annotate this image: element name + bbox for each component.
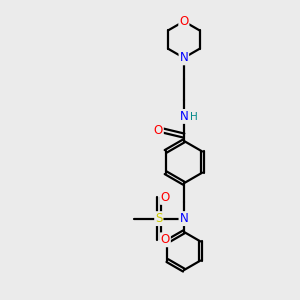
Text: N: N	[179, 212, 188, 225]
Text: O: O	[161, 191, 170, 204]
Text: O: O	[179, 15, 188, 28]
Text: O: O	[161, 233, 170, 246]
Text: N: N	[179, 110, 188, 123]
Text: O: O	[154, 124, 163, 137]
Text: S: S	[155, 212, 163, 225]
Text: N: N	[179, 51, 188, 64]
Text: H: H	[190, 112, 198, 122]
